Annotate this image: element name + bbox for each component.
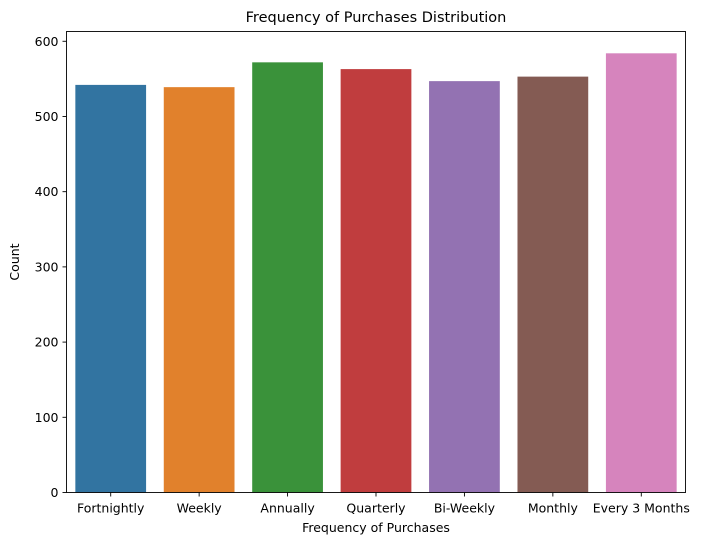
- bar-bi-weekly: [429, 81, 500, 493]
- bars-group: [75, 53, 677, 493]
- bar-annually: [252, 62, 323, 493]
- x-axis-label: Frequency of Purchases: [302, 520, 450, 535]
- y-axis-label: Count: [7, 243, 22, 280]
- x-tick-label: Bi-Weekly: [434, 501, 496, 516]
- x-tick-label: Every 3 Months: [593, 501, 690, 516]
- x-axis-ticks: Fortnightly Weekly Annually Quarterly Bi-Wee…: [77, 492, 690, 516]
- x-tick-label: Quarterly: [346, 501, 406, 516]
- bar-fortnightly: [75, 84, 147, 493]
- bar-every-3-months: [605, 53, 677, 493]
- y-tick-label: 500: [35, 109, 59, 124]
- x-tick-label: Annually: [260, 501, 315, 516]
- y-tick-label: 600: [35, 34, 59, 49]
- y-tick-label: 300: [35, 259, 59, 274]
- x-tick-label: Fortnightly: [77, 501, 145, 516]
- y-tick-label: 100: [35, 410, 59, 425]
- x-tick-label: Monthly: [528, 501, 579, 516]
- y-tick-label: 200: [35, 335, 59, 350]
- bar-quarterly: [340, 69, 412, 493]
- bar-weekly: [163, 87, 235, 493]
- y-axis-ticks: 0 100 200 300 400 500 600: [35, 34, 67, 500]
- plot-frame: [66, 31, 686, 493]
- y-tick-label: 400: [35, 184, 59, 199]
- chart-title: Frequency of Purchases Distribution: [246, 10, 507, 26]
- y-tick-label: 0: [51, 485, 59, 500]
- x-tick-label: Weekly: [177, 501, 223, 516]
- bar-monthly: [517, 76, 589, 493]
